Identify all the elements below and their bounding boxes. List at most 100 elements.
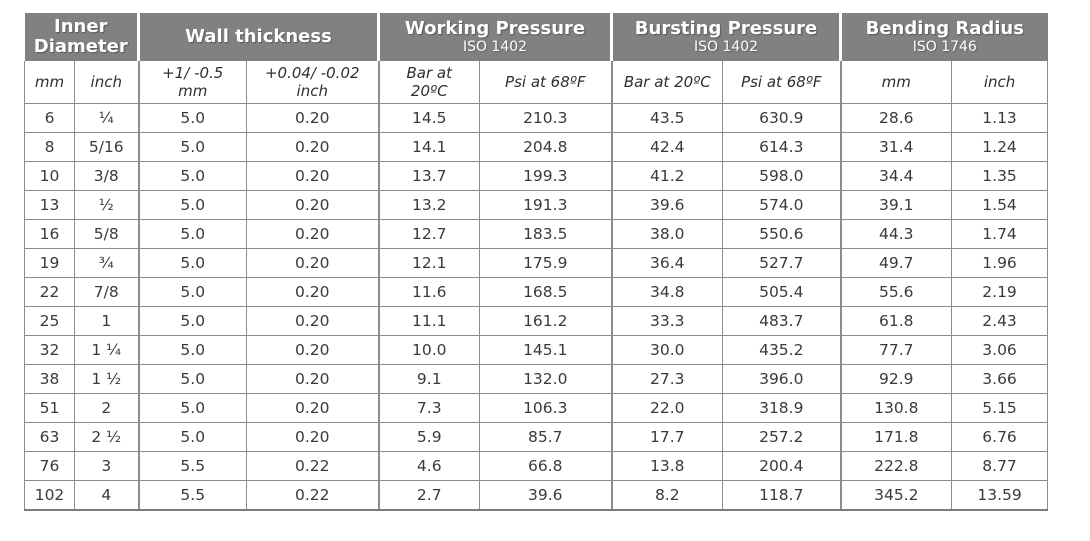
- cell-wall-mm: 5.5: [137, 480, 247, 511]
- table-row: 8 5/16 5.0 0.20 14.1 204.8 42.4 614.3 31.4 1.24: [24, 132, 1049, 162]
- cell-br-inch: 13.59: [951, 480, 1049, 511]
- cell-br-inch: 5.15: [951, 393, 1049, 423]
- cell-bp-bar: 17.7: [610, 422, 724, 452]
- cell-inner-mm: 102: [24, 480, 75, 511]
- cell-inner-inch: 2: [74, 393, 139, 423]
- cell-bp-psi: 550.6: [722, 219, 842, 249]
- table-row: 32 1 ¼ 5.0 0.20 10.0 145.1 30.0 435.2 77.7 3.06: [24, 335, 1049, 365]
- cell-wp-psi: 39.6: [478, 480, 613, 511]
- cell-wp-bar: 10.0: [377, 335, 480, 365]
- cell-br-inch: 1.96: [951, 248, 1049, 278]
- cell-wp-bar: 11.1: [377, 306, 480, 336]
- column-header-bp-psi: Psi at 68ºF: [722, 61, 842, 104]
- cell-bp-bar: 34.8: [610, 277, 724, 307]
- cell-bp-bar: 39.6: [610, 190, 724, 220]
- cell-inner-mm: 8: [24, 132, 75, 162]
- table-row: 16 5/8 5.0 0.20 12.7 183.5 38.0 550.6 44.3 1.74: [24, 219, 1049, 249]
- cell-bp-psi: 200.4: [722, 451, 842, 481]
- hose-specification-table: Inner Diameter Wall thickness Working Pr…: [24, 13, 1049, 511]
- cell-br-mm: 171.8: [839, 422, 953, 452]
- table-row: 22 7/8 5.0 0.20 11.6 168.5 34.8 505.4 55.6 2.19: [24, 277, 1049, 307]
- cell-bp-psi: 614.3: [722, 132, 842, 162]
- cell-wall-mm: 5.0: [137, 248, 247, 278]
- cell-inner-inch: 3: [74, 451, 139, 481]
- cell-wp-psi: 85.7: [478, 422, 613, 452]
- cell-wp-psi: 210.3: [478, 103, 613, 133]
- cell-br-inch: 3.06: [951, 335, 1049, 365]
- table-row: 102 4 5.5 0.22 2.7 39.6 8.2 118.7 345.2 13.59: [24, 480, 1049, 511]
- cell-wall-mm: 5.0: [137, 306, 247, 336]
- cell-br-inch: 1.13: [951, 103, 1049, 133]
- cell-br-inch: 3.66: [951, 364, 1049, 394]
- cell-inner-mm: 32: [24, 335, 75, 365]
- cell-wp-bar: 5.9: [377, 422, 480, 452]
- cell-bp-bar: 8.2: [610, 480, 724, 511]
- cell-wp-psi: 199.3: [478, 161, 613, 191]
- cell-wp-bar: 12.1: [377, 248, 480, 278]
- cell-bp-psi: 118.7: [722, 480, 842, 511]
- table-row: 76 3 5.5 0.22 4.6 66.8 13.8 200.4 222.8 8.77: [24, 451, 1049, 481]
- cell-br-mm: 39.1: [839, 190, 953, 220]
- cell-inner-mm: 38: [24, 364, 75, 394]
- cell-wp-psi: 106.3: [478, 393, 613, 423]
- cell-inner-inch: 3/8: [74, 161, 139, 191]
- group-title: Wall thickness: [185, 26, 332, 47]
- group-header-inner-diameter: Inner Diameter: [24, 13, 139, 61]
- cell-bp-bar: 30.0: [610, 335, 724, 365]
- cell-bp-psi: 318.9: [722, 393, 842, 423]
- cell-bp-psi: 527.7: [722, 248, 842, 278]
- cell-wp-bar: 14.5: [377, 103, 480, 133]
- cell-wall-inch: 0.20: [246, 306, 379, 336]
- cell-br-inch: 1.54: [951, 190, 1049, 220]
- table-row: 25 1 5.0 0.20 11.1 161.2 33.3 483.7 61.8 2.43: [24, 306, 1049, 336]
- cell-wp-bar: 13.2: [377, 190, 480, 220]
- cell-bp-bar: 13.8: [610, 451, 724, 481]
- cell-wall-mm: 5.0: [137, 393, 247, 423]
- table-row: 10 3/8 5.0 0.20 13.7 199.3 41.2 598.0 34.4 1.35: [24, 161, 1049, 191]
- cell-wp-bar: 2.7: [377, 480, 480, 511]
- table-row: 13 ½ 5.0 0.20 13.2 191.3 39.6 574.0 39.1 1.54: [24, 190, 1049, 220]
- cell-bp-bar: 27.3: [610, 364, 724, 394]
- cell-inner-inch: 2 ½: [74, 422, 139, 452]
- cell-wall-mm: 5.0: [137, 422, 247, 452]
- column-header-inner-inch: inch: [74, 61, 139, 104]
- table-row: 6 ¼ 5.0 0.20 14.5 210.3 43.5 630.9 28.6 1.13: [24, 103, 1049, 133]
- cell-bp-psi: 630.9: [722, 103, 842, 133]
- cell-wp-psi: 168.5: [478, 277, 613, 307]
- cell-wall-inch: 0.20: [246, 132, 379, 162]
- cell-br-mm: 28.6: [839, 103, 953, 133]
- cell-inner-inch: 1: [74, 306, 139, 336]
- cell-br-mm: 345.2: [839, 480, 953, 511]
- column-header-inner-mm: mm: [24, 61, 75, 104]
- table-row: 51 2 5.0 0.20 7.3 106.3 22.0 318.9 130.8 5.15: [24, 393, 1049, 423]
- cell-inner-mm: 22: [24, 277, 75, 307]
- cell-br-mm: 130.8: [839, 393, 953, 423]
- cell-inner-inch: ¼: [74, 103, 139, 133]
- group-title: Inner Diameter: [33, 16, 128, 57]
- cell-wall-inch: 0.20: [246, 364, 379, 394]
- table-row: 19 ¾ 5.0 0.20 12.1 175.9 36.4 527.7 49.7 1.96: [24, 248, 1049, 278]
- cell-inner-mm: 10: [24, 161, 75, 191]
- cell-inner-inch: 4: [74, 480, 139, 511]
- cell-inner-mm: 76: [24, 451, 75, 481]
- cell-inner-inch: 1 ¼: [74, 335, 139, 365]
- cell-wall-inch: 0.20: [246, 277, 379, 307]
- group-header-bending-radius: Bending Radius ISO 1746: [839, 13, 1048, 61]
- cell-bp-psi: 505.4: [722, 277, 842, 307]
- hose-specification-table-container: Inner Diameter Wall thickness Working Pr…: [24, 13, 1049, 511]
- table-group-header-row: Inner Diameter Wall thickness Working Pr…: [24, 13, 1048, 61]
- column-header-bp-bar: Bar at 20ºC: [610, 61, 724, 104]
- cell-br-mm: 222.8: [839, 451, 953, 481]
- cell-br-inch: 6.76: [951, 422, 1049, 452]
- cell-wp-bar: 7.3: [377, 393, 480, 423]
- cell-br-inch: 1.35: [951, 161, 1049, 191]
- cell-bp-psi: 257.2: [722, 422, 842, 452]
- cell-wall-mm: 5.0: [137, 103, 247, 133]
- column-header-br-mm: mm: [839, 61, 953, 104]
- cell-br-mm: 49.7: [839, 248, 953, 278]
- cell-inner-mm: 13: [24, 190, 75, 220]
- group-subtitle: ISO 1746: [912, 39, 977, 55]
- cell-br-mm: 44.3: [839, 219, 953, 249]
- cell-wp-psi: 191.3: [478, 190, 613, 220]
- table-row: 38 1 ½ 5.0 0.20 9.1 132.0 27.3 396.0 92.9 3.66: [24, 364, 1049, 394]
